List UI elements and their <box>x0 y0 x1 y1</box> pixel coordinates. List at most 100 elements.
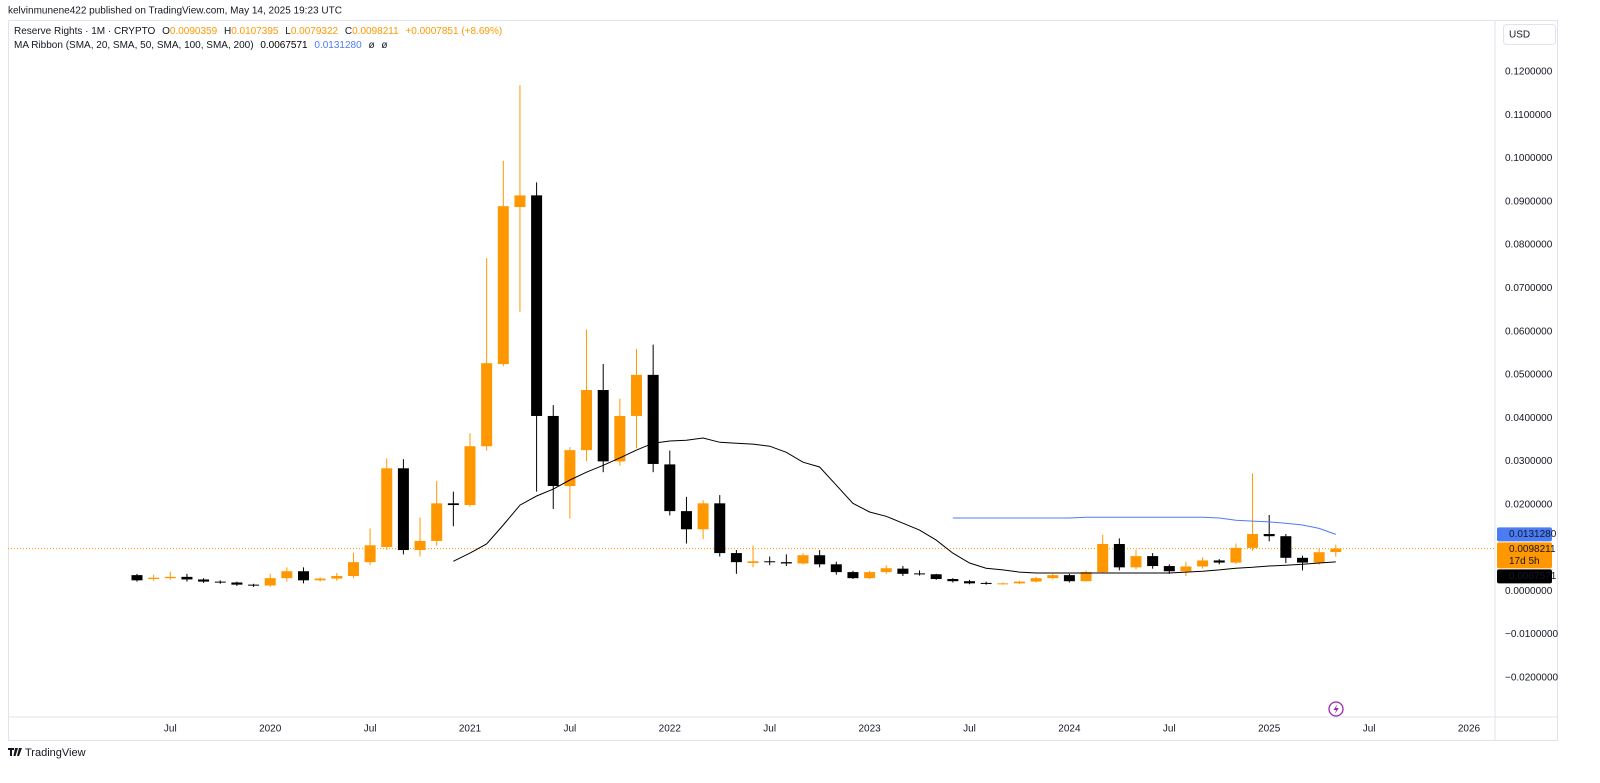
candle-body <box>198 579 210 582</box>
candle-body <box>431 503 443 541</box>
price-box <box>1497 569 1552 584</box>
candle-body <box>597 390 609 462</box>
x-tick-label: Jul <box>564 724 577 735</box>
y-tick-label: 0.0400000 <box>1505 413 1553 424</box>
candle-body <box>298 571 309 581</box>
y-tick-label: 0.0900000 <box>1505 196 1553 207</box>
price-box-label: 0.0131280 <box>1509 529 1557 540</box>
candle-body <box>697 503 709 530</box>
lightning-circle[interactable] <box>1328 701 1344 717</box>
candle-body <box>864 572 876 579</box>
currency-button-box[interactable] <box>1503 24 1556 45</box>
candle-body <box>564 450 576 487</box>
ohlc-label: H <box>224 26 231 37</box>
indicator-value: 0.0067571 <box>260 40 308 51</box>
candle-body <box>264 578 276 586</box>
currency-label[interactable]: USD <box>1509 30 1530 41</box>
candle-body <box>514 195 526 208</box>
candle-body <box>914 573 926 575</box>
candle-body <box>447 503 459 506</box>
candle-body <box>1297 557 1308 563</box>
candle-body <box>780 562 792 564</box>
candle-body <box>1063 575 1075 582</box>
ohlc-value: 0.0090359 <box>170 26 218 37</box>
candle-body <box>1180 566 1192 572</box>
x-tick-label: 2024 <box>1058 724 1081 735</box>
legend-indicator: MA Ribbon (SMA, 20, SMA, 50, SMA, 100, S… <box>14 40 387 51</box>
candle-body <box>730 553 742 563</box>
candle-body <box>381 468 393 548</box>
candle-body <box>1047 575 1059 579</box>
y-tick-label: 0.0200000 <box>1505 499 1553 510</box>
x-tick-label: 2023 <box>858 724 881 735</box>
x-tick-label: 2022 <box>659 724 682 735</box>
lightning-icon[interactable] <box>1328 701 1344 717</box>
candle-body <box>1013 581 1025 584</box>
y-tick-label: 0.1200000 <box>1505 67 1553 78</box>
candle-body <box>497 206 509 365</box>
candle-body <box>181 576 193 580</box>
price-box <box>1497 542 1552 569</box>
currency-button[interactable]: USD <box>1503 24 1556 45</box>
ohlc-label: O <box>162 26 170 37</box>
x-tick-label: Jul <box>963 724 976 735</box>
candle-body <box>714 503 726 554</box>
candle-body <box>314 578 326 581</box>
candle-body <box>680 511 692 530</box>
x-tick-label: 2021 <box>459 724 482 735</box>
candle-body <box>830 564 842 573</box>
candle-body <box>481 363 493 447</box>
candle-body <box>997 583 1009 585</box>
candle-body <box>1230 547 1242 563</box>
x-tick-label: 2025 <box>1258 724 1281 735</box>
candle-body <box>248 584 260 586</box>
lightning-bolt[interactable] <box>1333 704 1339 714</box>
candle-body <box>531 195 543 416</box>
candle-body <box>897 568 909 574</box>
candle-body <box>964 581 975 584</box>
y-tick-label: 0.1100000 <box>1505 110 1552 121</box>
y-tick-label: −0.0200000 <box>1505 672 1559 683</box>
candle-body <box>331 575 343 579</box>
candle-body <box>1213 560 1225 563</box>
candle-body <box>414 540 426 551</box>
countdown-label: 17d 5h <box>1509 556 1540 567</box>
candle-body <box>1097 543 1109 573</box>
candle-body <box>1163 566 1175 572</box>
candle-body <box>930 574 942 580</box>
candle-body <box>1030 578 1042 582</box>
candle-body <box>1197 560 1209 567</box>
y-tick-label: 0.0500000 <box>1505 370 1553 381</box>
candle-body <box>1330 548 1342 553</box>
candle-body <box>131 575 143 581</box>
change-value: +0.0007851 (+8.69%) <box>405 26 502 37</box>
candle-body <box>631 374 642 416</box>
chart-frame <box>8 20 1558 741</box>
x-tick-label: Jul <box>164 724 177 735</box>
y-tick-label: 0.0700000 <box>1505 283 1553 294</box>
x-tick-label: Jul <box>763 724 776 735</box>
published-note: kelvinmunene422 published on TradingView… <box>8 6 342 17</box>
candle-body <box>1113 543 1125 568</box>
ohlc-value: 0.0098211 <box>352 26 399 37</box>
x-tick-label: Jul <box>1163 724 1176 735</box>
y-tick-label: 0.0600000 <box>1505 326 1553 337</box>
candle-body <box>814 555 826 565</box>
ohlc-value: 0.0107395 <box>231 26 279 37</box>
candle-body <box>797 555 809 564</box>
candle-body <box>547 415 559 487</box>
candle-body <box>347 562 359 576</box>
indicator-value: 0.0131280 <box>314 40 362 51</box>
y-tick-label: 0.0000000 <box>1505 586 1553 597</box>
candle-body <box>214 581 226 583</box>
indicator-empty: ø <box>368 40 374 51</box>
candle-body <box>747 561 759 564</box>
candle-body <box>148 577 160 580</box>
candle-body <box>664 464 676 512</box>
legend-ohlc: Reserve Rights · 1M · CRYPTO O0.0090359 … <box>14 26 502 37</box>
candles <box>131 85 1342 587</box>
candle-body <box>1263 534 1275 537</box>
candle-body <box>880 568 892 573</box>
candle-body <box>1080 572 1092 582</box>
